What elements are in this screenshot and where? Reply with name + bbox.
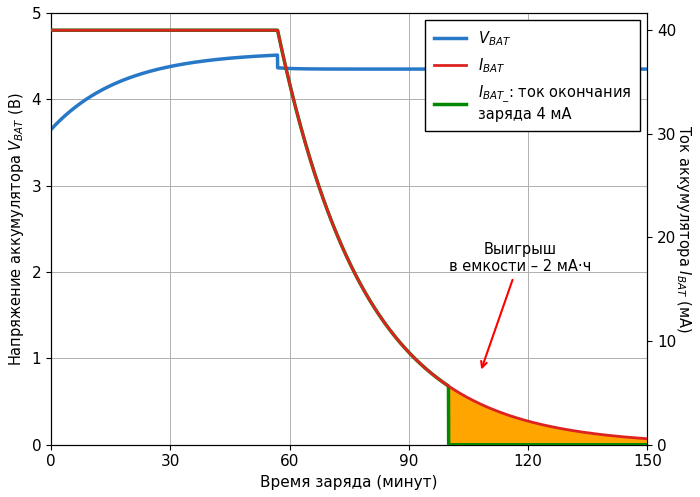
X-axis label: Время заряда (минут): Время заряда (минут)	[260, 475, 438, 490]
Y-axis label: Ток аккумулятора $I_{BAT}$ (мА): Ток аккумулятора $I_{BAT}$ (мА)	[674, 125, 693, 332]
Y-axis label: Напряжение аккумулятора $V_{BAT}$ (В): Напряжение аккумулятора $V_{BAT}$ (В)	[7, 92, 26, 366]
Text: Выигрыш
в емкости – 2 мА·ч: Выигрыш в емкости – 2 мА·ч	[449, 242, 592, 367]
Legend: $V_{BAT}$, $I_{BAT}$, $I_{BAT\_}$: ток окончания
заряда 4 мА: $V_{BAT}$, $I_{BAT}$, $I_{BAT\_}$: ток о…	[426, 20, 640, 131]
